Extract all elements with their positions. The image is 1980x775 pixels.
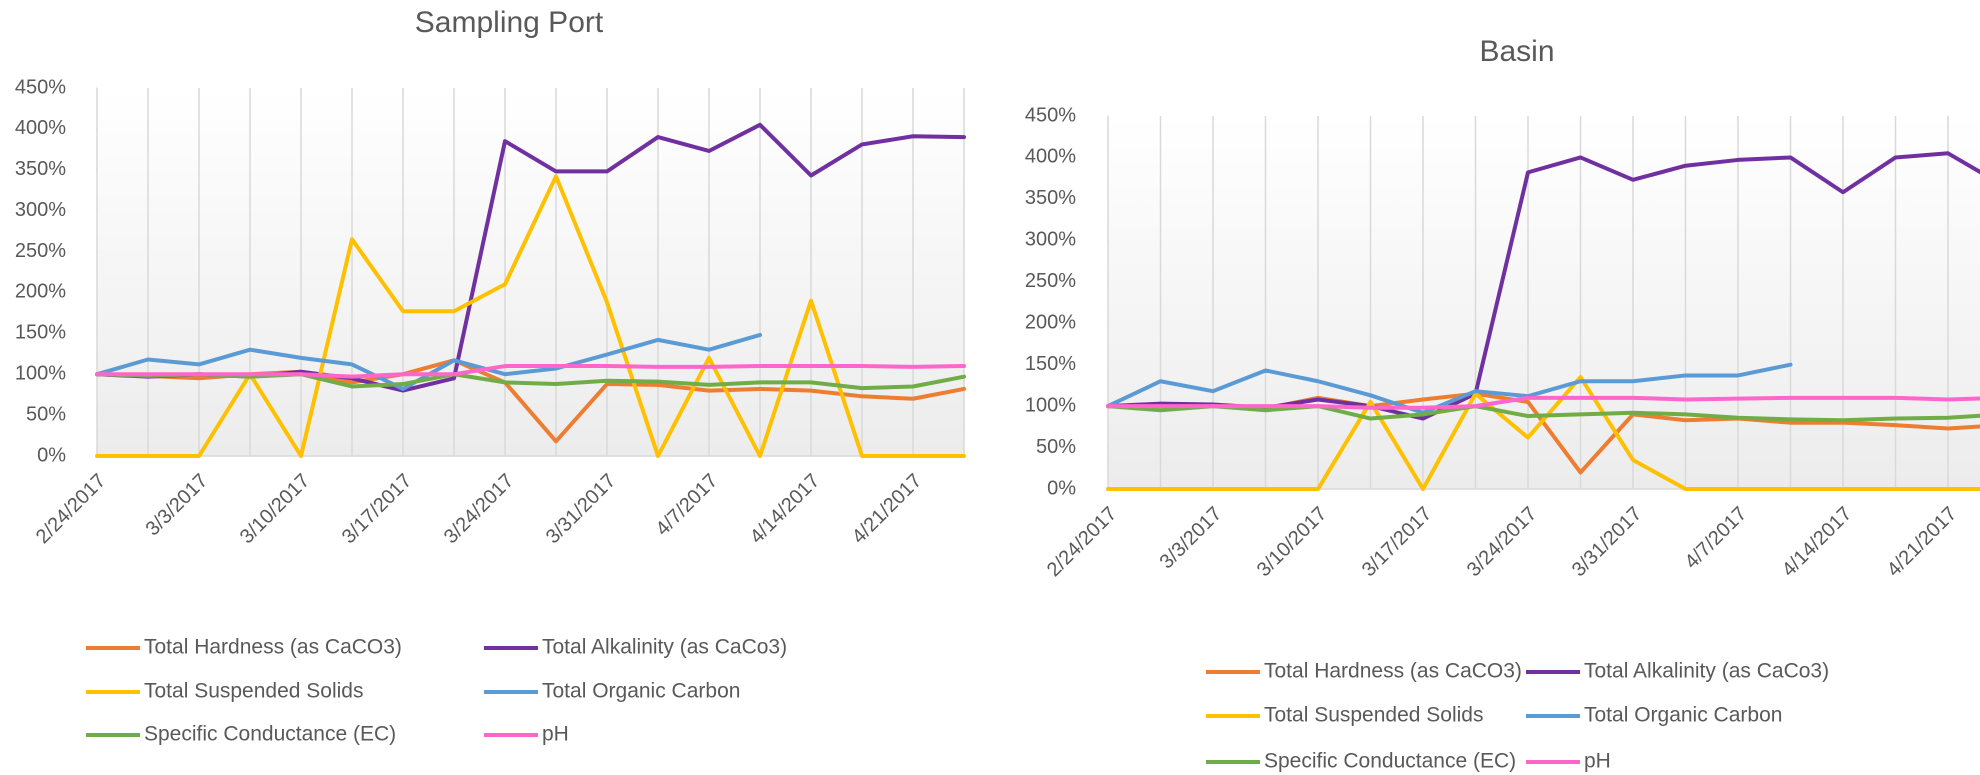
y-tick-label: 150% [15,322,66,344]
series-line [95,174,966,458]
y-tick-label: 250% [1025,270,1076,292]
y-tick-label: 250% [15,240,66,262]
legend-label: Total Suspended Solids [1264,704,1484,727]
x-tick-label: 4/21/2017 [848,470,926,548]
x-tick-label: 3/3/2017 [142,470,213,541]
x-tick-label: 3/17/2017 [1358,503,1436,581]
legend-label: Total Suspended Solids [144,680,364,703]
series-line [1106,375,1980,491]
x-tick-label: 2/24/2017 [32,470,110,548]
x-tick-label: 4/7/2017 [652,470,723,541]
x-tick-label: 3/24/2017 [440,470,518,548]
legend-label: pH [542,723,569,746]
plot-area [97,88,964,456]
chart-title: Basin [1479,35,1554,68]
legend-label: Total Organic Carbon [1584,704,1782,727]
legend-label: Specific Conductance (EC) [144,723,396,746]
y-tick-label: 200% [15,281,66,303]
x-tick-label: 3/10/2017 [236,470,314,548]
y-tick-label: 350% [15,158,66,180]
plot-area [1108,116,1980,489]
x-tick-label: 4/14/2017 [1778,503,1856,581]
x-tick-label: 3/17/2017 [338,470,416,548]
series-line [95,364,966,379]
y-tick-label: 150% [1025,353,1076,375]
x-tick-label: 3/3/2017 [1156,503,1227,574]
legend-label: Total Hardness (as CaCO3) [144,636,402,659]
series-line [1106,404,1980,423]
x-tick-label: 4/14/2017 [746,470,824,548]
x-tick-label: 3/31/2017 [1568,503,1646,581]
legend-label: Total Alkalinity (as CaCo3) [542,636,787,659]
y-tick-label: 0% [37,444,66,466]
legend-label: Total Alkalinity (as CaCo3) [1584,660,1829,683]
legend-label: Total Hardness (as CaCO3) [1264,660,1522,683]
legend-label: pH [1584,750,1611,773]
y-tick-label: 400% [15,117,66,139]
y-tick-label: 450% [15,76,66,98]
series-line [1106,395,1980,410]
series-line [1106,362,1793,415]
y-tick-label: 200% [1025,312,1076,334]
y-tick-label: 100% [15,363,66,385]
y-tick-label: 50% [26,403,66,425]
chart-title: Sampling Port [415,6,604,39]
legend-label: Specific Conductance (EC) [1264,750,1516,773]
y-tick-label: 300% [1025,229,1076,251]
x-tick-label: 2/24/2017 [1043,503,1121,581]
x-tick-label: 3/31/2017 [542,470,620,548]
series-line [95,372,966,391]
y-tick-label: 300% [15,199,66,221]
y-tick-label: 100% [1025,394,1076,416]
x-tick-label: 4/7/2017 [1681,503,1752,574]
x-tick-label: 4/21/2017 [1883,503,1961,581]
legend-label: Total Organic Carbon [542,680,740,703]
x-tick-label: 3/24/2017 [1463,503,1541,581]
y-tick-label: 0% [1047,477,1076,499]
y-tick-label: 450% [1025,104,1076,126]
x-tick-label: 3/10/2017 [1253,503,1331,581]
y-tick-label: 50% [1036,436,1076,458]
y-tick-label: 350% [1025,187,1076,209]
y-tick-label: 400% [1025,146,1076,168]
